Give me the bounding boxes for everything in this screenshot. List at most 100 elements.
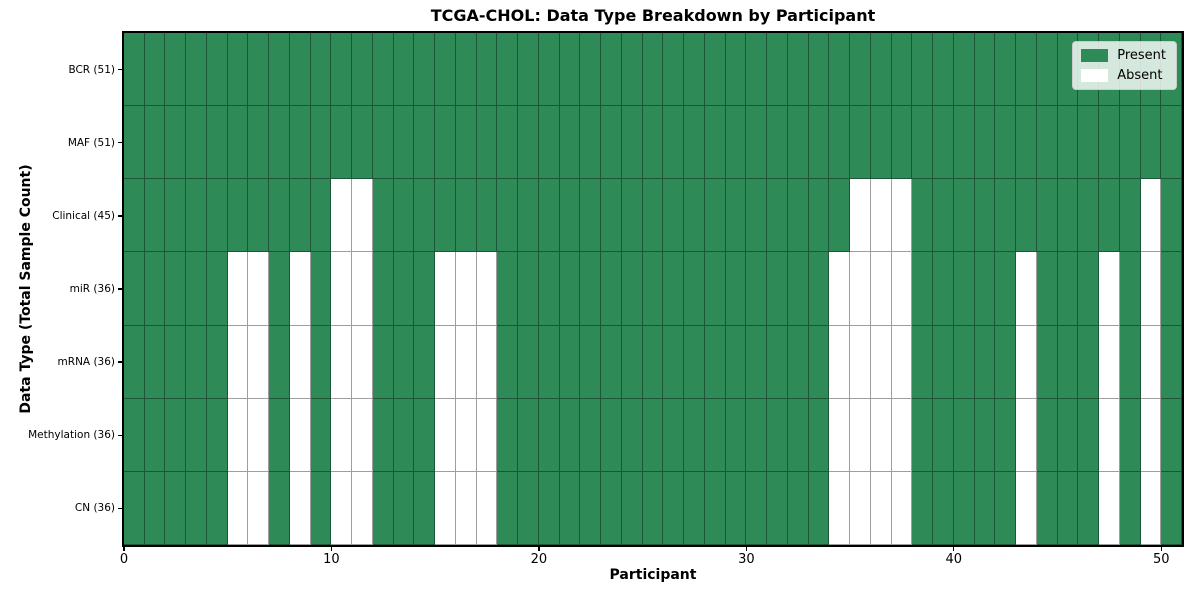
heatmap-cell (1161, 398, 1182, 472)
heatmap-cell (850, 179, 871, 253)
heatmap-cell (850, 471, 871, 545)
heatmap-cell (559, 106, 581, 180)
heatmap-cell (124, 33, 145, 107)
heatmap-cell (1140, 106, 1162, 180)
heatmap-cell (953, 106, 975, 180)
legend-item: Present (1081, 48, 1166, 63)
heatmap-cell (580, 106, 602, 180)
heatmap-cell (1036, 252, 1058, 326)
heatmap-cell (829, 106, 851, 180)
x-tick-mark (1160, 547, 1162, 551)
heatmap-cell (559, 398, 581, 472)
heatmap-cell (725, 398, 747, 472)
heatmap-cell (621, 106, 643, 180)
heatmap-cell (352, 179, 373, 253)
heatmap-cell (1057, 325, 1079, 399)
heatmap-cell (248, 33, 270, 107)
heatmap-cell (310, 471, 332, 545)
heatmap-cell (1078, 471, 1100, 545)
heatmap-cell (372, 398, 394, 472)
heatmap-cell (289, 471, 311, 545)
y-tick-label: BCR (51) (68, 63, 115, 76)
heatmap-cell (310, 33, 332, 107)
x-tick-mark (330, 547, 333, 551)
heatmap-cell (974, 252, 996, 326)
heatmap-cell (663, 252, 685, 326)
heatmap-cell (559, 33, 581, 107)
heatmap-cell (1078, 106, 1100, 180)
heatmap-cell (684, 33, 705, 107)
heatmap-cell (829, 471, 851, 545)
heatmap-cell (124, 252, 145, 326)
heatmap-cell (124, 325, 145, 399)
heatmap-cell (393, 471, 415, 545)
heatmap-cell (518, 252, 539, 326)
heatmap-cell (497, 398, 519, 472)
x-tick-label: 10 (323, 552, 340, 567)
heatmap-cell (476, 325, 498, 399)
heatmap-cell (787, 398, 809, 472)
heatmap-cell (331, 325, 353, 399)
heatmap-cell (808, 33, 830, 107)
heatmap-cell (248, 252, 270, 326)
heatmap-cell (684, 398, 705, 472)
x-tick-label: 30 (738, 552, 755, 567)
heatmap-cell (289, 325, 311, 399)
heatmap-cell (1119, 106, 1141, 180)
heatmap-cell (663, 398, 685, 472)
heatmap-cell (829, 179, 851, 253)
x-tick-mark (538, 547, 540, 551)
heatmap-cell (352, 33, 373, 107)
heatmap-cell (621, 325, 643, 399)
heatmap-cell (372, 325, 394, 399)
heatmap-cell (725, 325, 747, 399)
heatmap-cell (310, 106, 332, 180)
heatmap-cell (393, 325, 415, 399)
heatmap-cell (1140, 179, 1162, 253)
heatmap-cell (1119, 252, 1141, 326)
heatmap-cell (124, 398, 145, 472)
heatmap-cell (870, 471, 892, 545)
y-tick-label: mRNA (36) (57, 356, 115, 369)
heatmap-cell (206, 398, 228, 472)
heatmap-cell (850, 252, 871, 326)
chart-title: TCGA-CHOL: Data Type Breakdown by Partic… (430, 6, 876, 25)
heatmap-cell (497, 106, 519, 180)
heatmap-cell (518, 398, 539, 472)
heatmap-cell (352, 471, 373, 545)
heatmap-cell (289, 33, 311, 107)
heatmap-cell (829, 33, 851, 107)
heatmap-cell (1036, 179, 1058, 253)
x-tick-label: 40 (945, 552, 963, 567)
heatmap-cell (186, 325, 207, 399)
heatmap-cell (1161, 325, 1182, 399)
heatmap-cell (227, 325, 249, 399)
heatmap-cell (476, 106, 498, 180)
heatmap-cell (476, 398, 498, 472)
heatmap-cell (1016, 252, 1037, 326)
heatmap-cell (1057, 179, 1079, 253)
legend: Present Absent (1072, 41, 1177, 90)
heatmap-cell (1036, 325, 1058, 399)
legend-item: Absent (1081, 68, 1166, 83)
heatmap-cell (1057, 252, 1079, 326)
heatmap-cell (580, 33, 602, 107)
heatmap-cell (684, 252, 705, 326)
heatmap-cell (601, 325, 622, 399)
heatmap-cell (829, 325, 851, 399)
heatmap-cell (206, 471, 228, 545)
heatmap-cell (206, 252, 228, 326)
heatmap-cell (414, 179, 436, 253)
heatmap-cell (974, 106, 996, 180)
heatmap-cell (1140, 325, 1162, 399)
heatmap-cell (352, 325, 373, 399)
heatmap-cell (580, 471, 602, 545)
heatmap-cell (621, 179, 643, 253)
heatmap-cell (1119, 179, 1141, 253)
heatmap-cell (580, 252, 602, 326)
heatmap-cell (1036, 106, 1058, 180)
heatmap-grid (124, 33, 1182, 545)
heatmap-cell (310, 398, 332, 472)
heatmap-cell (1140, 252, 1162, 326)
x-tick-mark (123, 547, 125, 551)
